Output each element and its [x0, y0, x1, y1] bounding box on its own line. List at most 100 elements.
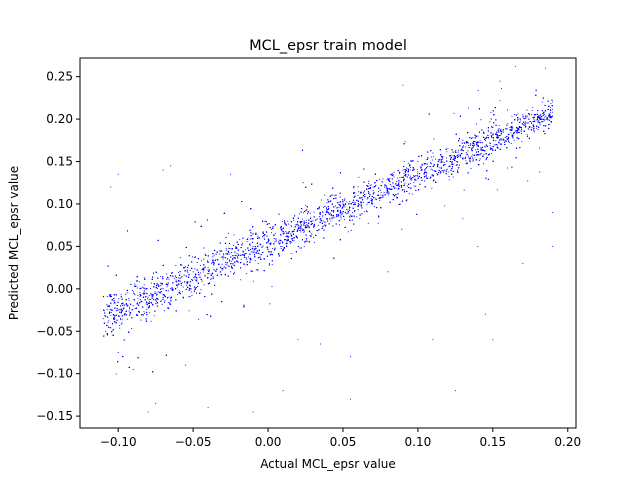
- data-point: [457, 170, 459, 172]
- data-point: [267, 248, 269, 251]
- data-point: [247, 256, 249, 258]
- data-point: [149, 287, 151, 289]
- data-point: [472, 137, 474, 139]
- data-point: [402, 176, 404, 178]
- data-point: [141, 286, 143, 288]
- data-point: [126, 318, 128, 320]
- data-point: [301, 218, 303, 220]
- data-point: [301, 229, 304, 231]
- data-point: [457, 151, 459, 153]
- data-point: [223, 254, 225, 256]
- data-point: [379, 199, 381, 201]
- data-point: [109, 306, 111, 308]
- data-point: [413, 181, 415, 183]
- data-point: [300, 231, 302, 233]
- data-point: [334, 205, 337, 207]
- data-point: [420, 165, 422, 168]
- data-point: [431, 169, 433, 171]
- data-point: [225, 247, 227, 249]
- data-point: [465, 152, 467, 154]
- data-point: [228, 247, 230, 249]
- data-point: [131, 327, 133, 330]
- data-point: [462, 145, 465, 147]
- data-point: [509, 127, 511, 129]
- data-point: [305, 204, 307, 206]
- data-point: [230, 271, 232, 273]
- data-point: [544, 118, 546, 120]
- data-point: [194, 268, 196, 270]
- data-point: [298, 213, 300, 215]
- data-point: [386, 179, 388, 181]
- data-point: [344, 206, 346, 208]
- data-point: [333, 217, 335, 219]
- data-point: [490, 147, 492, 149]
- data-point: [155, 300, 157, 302]
- data-point: [376, 199, 378, 201]
- data-point: [504, 136, 506, 138]
- data-point: [181, 264, 183, 266]
- data-point: [303, 220, 305, 222]
- data-point: [124, 293, 127, 295]
- data-point: [531, 127, 533, 129]
- data-point: [444, 205, 446, 207]
- data-point: [333, 194, 335, 196]
- data-point: [233, 234, 235, 236]
- data-point: [143, 284, 145, 286]
- data-point: [190, 291, 192, 293]
- data-point: [287, 220, 289, 222]
- data-point: [293, 219, 295, 221]
- data-point: [517, 113, 519, 115]
- data-point: [190, 278, 193, 281]
- data-point: [135, 280, 137, 282]
- data-point: [403, 169, 405, 171]
- data-point: [271, 232, 273, 234]
- data-point: [475, 149, 477, 151]
- data-point: [464, 146, 466, 148]
- data-point: [139, 299, 142, 301]
- data-point: [139, 281, 141, 283]
- data-point: [430, 163, 432, 165]
- data-point: [510, 132, 512, 134]
- data-point: [271, 228, 273, 230]
- data-point: [506, 167, 509, 169]
- data-point: [302, 212, 305, 214]
- data-point: [155, 303, 157, 305]
- data-point: [465, 156, 467, 158]
- data-point: [533, 131, 535, 133]
- data-point: [416, 168, 418, 171]
- data-point: [396, 196, 398, 198]
- data-point: [110, 312, 112, 314]
- data-point: [472, 157, 474, 159]
- data-point: [527, 122, 529, 124]
- data-point: [274, 233, 276, 235]
- data-point: [490, 152, 493, 154]
- data-point: [517, 131, 520, 134]
- data-point: [359, 218, 361, 220]
- data-point: [500, 88, 503, 90]
- data-point: [283, 232, 285, 234]
- data-point: [385, 187, 387, 189]
- data-point: [441, 158, 443, 161]
- data-point: [435, 158, 437, 160]
- data-point: [177, 280, 179, 282]
- data-point: [523, 124, 525, 126]
- data-point: [451, 162, 453, 164]
- data-point: [443, 161, 445, 163]
- data-point: [543, 120, 545, 122]
- data-point: [252, 280, 254, 282]
- data-point: [429, 177, 431, 180]
- data-point: [480, 119, 482, 121]
- data-point: [441, 157, 444, 159]
- data-point: [269, 303, 271, 305]
- data-point: [391, 173, 393, 175]
- data-point: [313, 237, 315, 239]
- data-point: [438, 167, 440, 169]
- data-point: [175, 279, 177, 281]
- data-point: [179, 290, 181, 292]
- data-point: [513, 139, 515, 141]
- data-point: [272, 247, 274, 249]
- data-point: [261, 236, 263, 238]
- data-point: [496, 189, 498, 191]
- data-point: [431, 159, 433, 161]
- data-point: [192, 277, 194, 279]
